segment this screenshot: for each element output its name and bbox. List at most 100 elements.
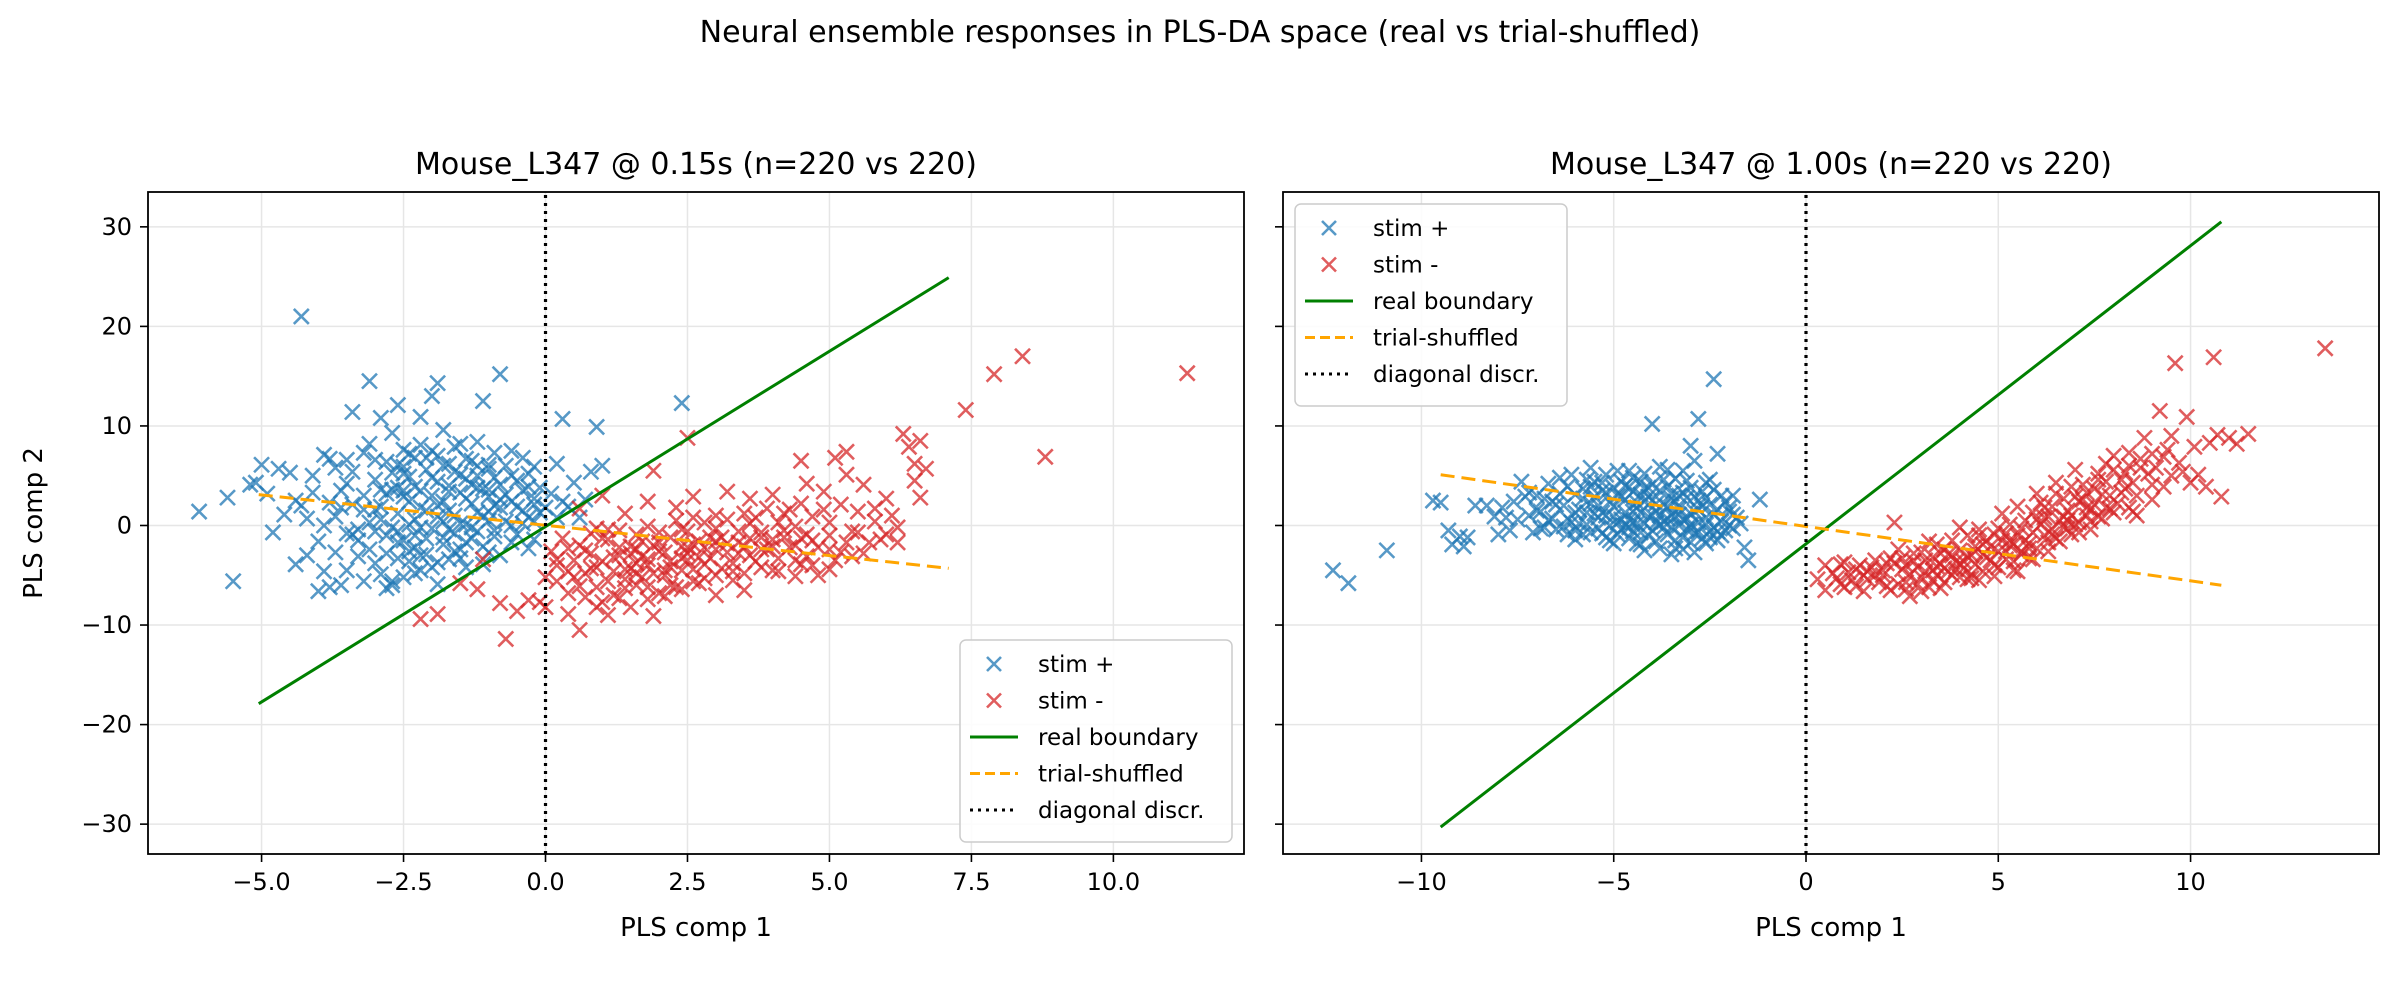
scatter-point bbox=[582, 463, 600, 481]
scatter-point bbox=[656, 543, 674, 561]
scatter-point bbox=[1559, 478, 1576, 496]
scatter-point bbox=[2055, 519, 2073, 536]
scatter-point bbox=[735, 564, 753, 582]
scatter-point bbox=[1701, 529, 1719, 546]
scatter-point bbox=[588, 418, 606, 436]
scatter-point bbox=[548, 455, 566, 473]
scatter-point bbox=[270, 460, 288, 478]
scatter-point bbox=[2178, 408, 2196, 426]
scatter-point bbox=[1809, 570, 1826, 588]
y-tick-label: 30 bbox=[101, 213, 132, 241]
scatter-point bbox=[491, 476, 509, 494]
line-real-boundary bbox=[257, 276, 950, 705]
scatter-point bbox=[627, 564, 645, 582]
scatter-point bbox=[1836, 578, 1853, 596]
scatter-point bbox=[662, 529, 679, 546]
scatter-point bbox=[639, 556, 657, 574]
scatter-point bbox=[372, 409, 390, 427]
scatter-point bbox=[355, 444, 373, 462]
scatter-point bbox=[2143, 491, 2161, 509]
y-tick-label: −20 bbox=[81, 711, 132, 739]
scatter-point bbox=[525, 496, 543, 514]
scatter-point bbox=[338, 451, 356, 469]
scatter-point bbox=[264, 524, 282, 541]
scatter-point bbox=[826, 449, 844, 467]
x-tick-label: 7.5 bbox=[952, 868, 990, 896]
scatter-point bbox=[520, 478, 537, 496]
scatter-point bbox=[1739, 551, 1757, 569]
legend-right: stim + stim - real boundary trial-shuffled d… bbox=[1294, 203, 1568, 407]
scatter-point bbox=[1970, 521, 1988, 538]
scatter-point bbox=[2239, 425, 2257, 443]
scatter-point bbox=[383, 572, 401, 590]
legend-label: trial-shuffled bbox=[1373, 326, 1519, 352]
scatter-point bbox=[338, 561, 356, 579]
scatter-point bbox=[361, 372, 378, 390]
scatter-point bbox=[1651, 458, 1669, 476]
scatter-point bbox=[287, 555, 305, 573]
scatter-point bbox=[650, 542, 668, 560]
scatter-point bbox=[2078, 499, 2096, 516]
legend-label: trial-shuffled bbox=[1038, 762, 1184, 788]
legend-box bbox=[959, 639, 1233, 843]
plot-area bbox=[1324, 192, 2334, 854]
scatter-point bbox=[741, 490, 759, 508]
scatter-point bbox=[2001, 536, 2019, 554]
scatter-point bbox=[1701, 471, 1719, 489]
scatter-point bbox=[1705, 370, 1723, 388]
axes-title-right: Mouse_L347 @ 1.00s (n=220 vs 220) bbox=[1550, 147, 2112, 182]
axes-title-left: Mouse_L347 @ 0.15s (n=220 vs 220) bbox=[415, 147, 977, 182]
scatter-point bbox=[349, 547, 367, 565]
scatter-point bbox=[503, 533, 520, 551]
series-layer-right bbox=[1324, 192, 2334, 854]
x-tick-label: 5 bbox=[1991, 868, 2006, 896]
scatter-point bbox=[2116, 464, 2134, 482]
scatter-point bbox=[1886, 554, 1903, 572]
scatter-point bbox=[344, 463, 361, 481]
scatter-point bbox=[344, 526, 361, 543]
scatter-point bbox=[525, 458, 543, 476]
ticks-right: −10 −5 0 5 10 bbox=[1275, 226, 2206, 896]
scatter-point bbox=[1897, 580, 1915, 598]
scatter-point bbox=[1855, 582, 1873, 600]
scatter-point bbox=[1689, 501, 1707, 518]
scatter-point bbox=[326, 508, 344, 525]
scatter-point bbox=[344, 403, 361, 421]
scatter-point bbox=[395, 482, 412, 500]
scatter-point bbox=[446, 463, 464, 481]
scatter-point bbox=[423, 387, 441, 405]
scatter-point bbox=[707, 566, 725, 584]
scatter-point bbox=[1582, 478, 1600, 496]
scatter-point bbox=[786, 518, 804, 535]
scatter-point bbox=[707, 586, 725, 604]
scatter-point bbox=[1489, 526, 1507, 543]
scatter-point bbox=[684, 488, 702, 506]
scatter-point bbox=[389, 456, 407, 474]
scatter-point bbox=[593, 457, 611, 475]
scatter-point bbox=[1959, 570, 1976, 588]
scatter-point bbox=[412, 436, 429, 454]
scatter-point bbox=[1997, 525, 2015, 542]
scatter-point bbox=[1974, 562, 1992, 580]
scatter-point bbox=[298, 510, 316, 527]
x-tick-label: 5.0 bbox=[810, 868, 848, 896]
scatter-point bbox=[775, 522, 793, 539]
scatter-point bbox=[468, 433, 486, 451]
scatter-point bbox=[639, 518, 657, 535]
y-axis-label-left: PLS comp 2 bbox=[19, 447, 49, 599]
scatter-point bbox=[1662, 545, 1680, 563]
scatter-point bbox=[599, 606, 617, 624]
scatter-point bbox=[1563, 514, 1580, 531]
scatter-point bbox=[849, 524, 867, 541]
scatter-point bbox=[656, 587, 674, 605]
scatter-point bbox=[1378, 541, 1396, 559]
scatter-point bbox=[412, 519, 429, 536]
scatter-point bbox=[474, 550, 492, 568]
scatter-point bbox=[542, 485, 560, 503]
scatter-point bbox=[758, 500, 776, 517]
scatter-point bbox=[434, 529, 452, 546]
scatter-point bbox=[298, 546, 316, 564]
scatter-point bbox=[395, 532, 412, 549]
scatter-point bbox=[2212, 488, 2230, 506]
scatter-point bbox=[2009, 498, 2026, 515]
